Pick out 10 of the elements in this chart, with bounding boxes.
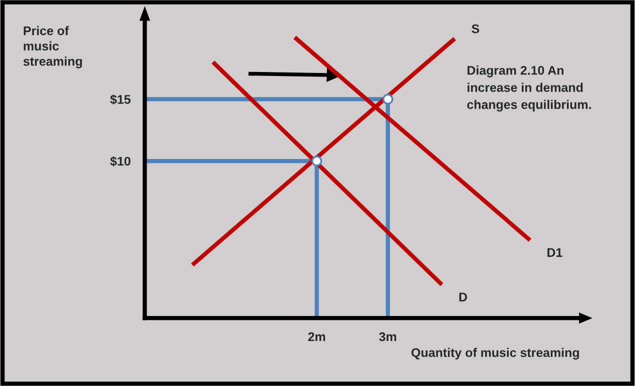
x-axis-title: Quantity of music streaming (412, 348, 579, 360)
series-label: S (472, 24, 480, 34)
y-tick-label: $15 (110, 94, 131, 105)
series-label: D (459, 292, 468, 302)
y-tick-label: $10 (110, 156, 130, 166)
x-tick-label: 2m (308, 332, 326, 342)
y-axis-title: Price of music streaming (23, 26, 82, 68)
annotation: Diagram 2.10 An increase in demand changes equilibrium. (467, 66, 591, 112)
x-tick-label: 3m (379, 332, 396, 342)
series-label: D1 (548, 248, 562, 257)
